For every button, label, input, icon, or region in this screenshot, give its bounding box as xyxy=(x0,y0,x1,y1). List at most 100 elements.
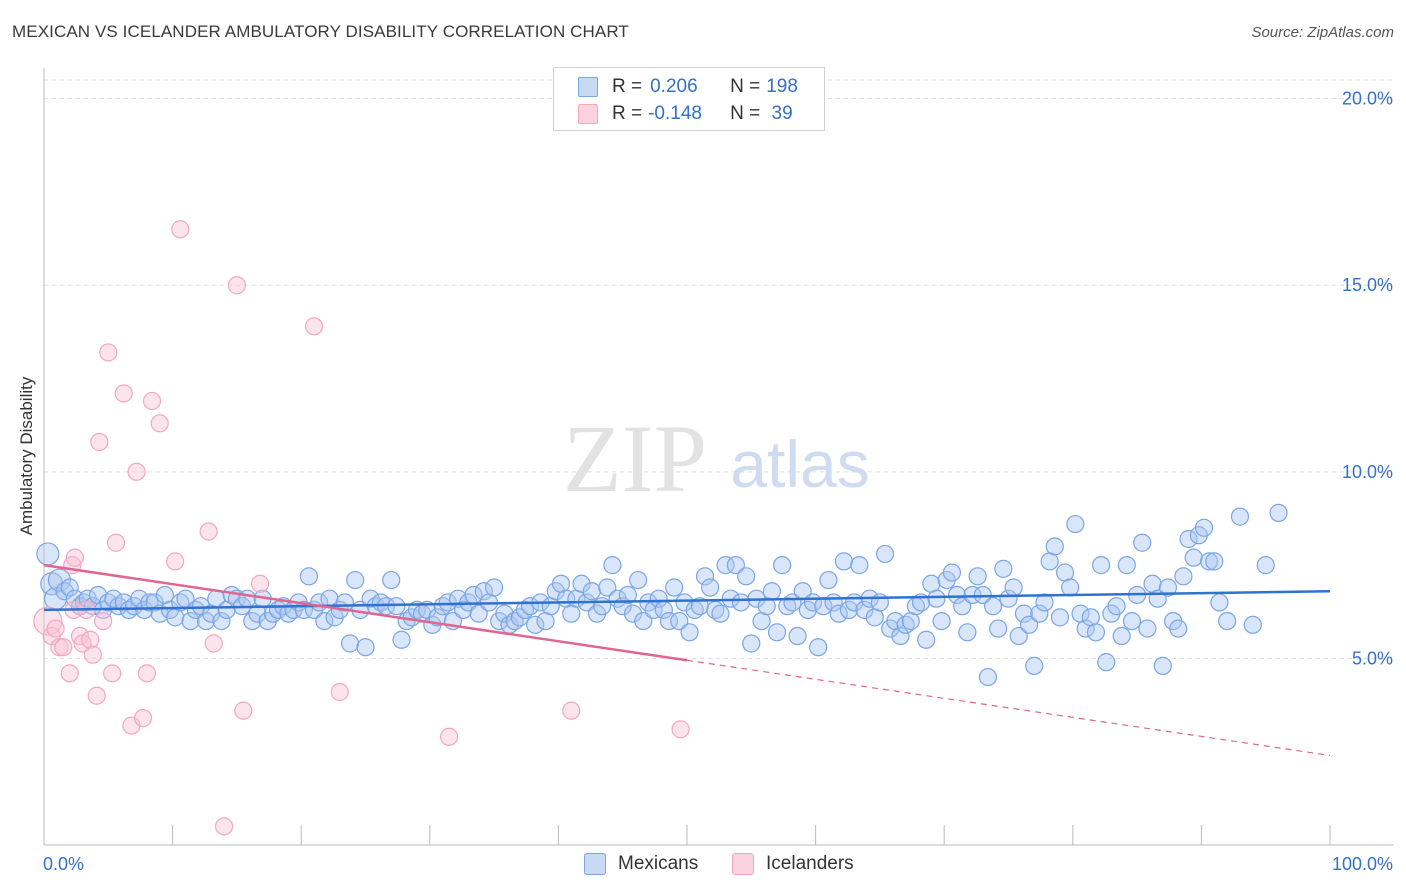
watermark: ZIP atlas xyxy=(563,405,870,512)
icelanders-point xyxy=(94,611,113,631)
bottom-swatch-icelanders xyxy=(732,853,754,875)
icelanders-point xyxy=(330,682,349,702)
watermark-atlas: atlas xyxy=(730,427,869,501)
mexicans-point xyxy=(1112,626,1131,646)
mexicans-point xyxy=(1210,593,1229,612)
grid-lines xyxy=(44,79,1394,659)
y-tick-label: 15.0% xyxy=(1342,275,1393,295)
mexicans-point xyxy=(1009,626,1028,646)
legend-swatch-mexicans xyxy=(578,77,598,97)
icelanders-trend-line xyxy=(43,563,688,662)
icelanders-point xyxy=(99,343,118,362)
bottom-legend-label-icelanders: Icelanders xyxy=(766,853,854,874)
icelanders-point xyxy=(54,638,73,657)
legend-swatch-icelanders xyxy=(578,104,598,124)
mexicans-point xyxy=(474,582,493,601)
mexicans-point xyxy=(495,604,514,623)
legend-n-label: N = xyxy=(730,76,761,97)
icelanders-point xyxy=(250,574,270,593)
mexicans-point xyxy=(695,567,715,586)
icelanders-point xyxy=(142,391,162,411)
mexicans-point xyxy=(855,600,874,620)
y-tick-label: 10.0% xyxy=(1342,462,1393,482)
mexicans-point xyxy=(212,611,231,631)
icelanders-point xyxy=(50,638,69,657)
mexicans-point xyxy=(1153,656,1172,675)
icelanders-point xyxy=(81,630,100,649)
mexicans-point xyxy=(773,556,792,575)
mexicans-point xyxy=(526,615,545,634)
mexicans-point xyxy=(989,619,1008,638)
mexicans-point xyxy=(1076,619,1095,638)
mexicans-point xyxy=(181,611,200,631)
mexicans-point xyxy=(1025,656,1044,675)
mexicans-point xyxy=(130,589,149,608)
mexicans-point xyxy=(1091,556,1111,575)
mexicans-point xyxy=(1138,619,1157,638)
icelanders-point xyxy=(171,220,190,239)
mexicans-point xyxy=(140,593,159,612)
mexicans-point xyxy=(649,589,668,608)
icelanders-point xyxy=(150,414,169,433)
mexicans-point xyxy=(1066,514,1085,534)
mexicans-point xyxy=(1133,533,1152,552)
legend-row-mexicans: R = 0.206 N = 198 xyxy=(578,75,798,99)
bottom-legend-label-mexicans: Mexicans xyxy=(618,853,699,874)
icelanders-point xyxy=(65,548,84,567)
mexicans-point xyxy=(623,604,643,623)
mexicans-point xyxy=(485,578,504,597)
mexicans-point xyxy=(978,667,998,687)
bottom-legend-mexicans[interactable]: Mexicans xyxy=(584,852,698,876)
mexicans-point xyxy=(1158,578,1178,597)
icelanders-point xyxy=(562,701,581,720)
mexicans-point xyxy=(1050,608,1070,627)
bottom-legend-icelanders[interactable]: Icelanders xyxy=(732,852,854,876)
mexicans-point xyxy=(917,630,936,649)
mexicans-point xyxy=(994,559,1013,578)
icelanders-point xyxy=(304,317,324,336)
mexicans-point xyxy=(726,556,745,575)
mexicans-point xyxy=(356,638,375,657)
mexicans-point xyxy=(829,604,848,623)
mexicans-point xyxy=(762,582,781,601)
x-tick-label-max: 100.0% xyxy=(1332,854,1393,874)
mexicans-point xyxy=(299,567,319,586)
mexicans-point xyxy=(1122,611,1142,631)
mexicans-point xyxy=(1117,556,1136,575)
mexicans-point xyxy=(593,597,612,616)
mexicans-point xyxy=(340,634,360,653)
mexicans-point xyxy=(947,585,967,605)
mexicans-point xyxy=(582,582,601,601)
mexicans-point xyxy=(1230,507,1250,526)
mexicans-point xyxy=(675,593,694,612)
stats-legend: R = 0.206 N = 198 R = -0.148 N = 39 xyxy=(553,67,825,131)
legend-r-label: R = xyxy=(612,103,643,124)
y-axis-label: Ambulatory Disability xyxy=(17,376,36,535)
mexicans-point xyxy=(1097,653,1116,672)
mexicans-point xyxy=(598,578,617,597)
mexicans-point xyxy=(680,623,699,642)
mexicans-point xyxy=(875,544,895,564)
icelanders-point xyxy=(127,462,146,481)
mexicans-point xyxy=(1218,611,1237,631)
mexicans-point xyxy=(1194,518,1214,537)
mexicans-point xyxy=(731,593,751,612)
icelanders-point xyxy=(106,533,126,552)
mexicans-point xyxy=(701,578,720,597)
mexicans-point xyxy=(958,623,977,642)
mexicans-point xyxy=(392,630,411,649)
mexicans-point xyxy=(1107,597,1126,616)
mexicans-point xyxy=(1019,615,1039,634)
mexicans-point xyxy=(1004,578,1023,597)
mexicans-point xyxy=(1243,615,1262,634)
y-tick-label: 5.0% xyxy=(1352,648,1393,668)
chart-title: MEXICAN VS ICELANDER AMBULATORY DISABILI… xyxy=(12,22,629,41)
mexicans-point xyxy=(315,611,334,631)
legend-r-value: 0.206 xyxy=(650,76,698,97)
mexicans-point xyxy=(634,611,653,631)
mexicans-point xyxy=(1035,593,1054,612)
mexicans-point xyxy=(382,570,401,590)
mexicans-point xyxy=(572,574,591,593)
icelanders-point xyxy=(87,686,106,705)
